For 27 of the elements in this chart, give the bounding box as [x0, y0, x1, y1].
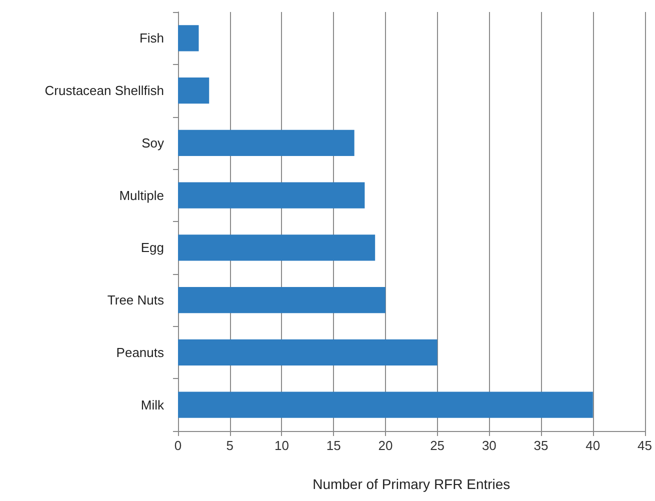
y-tick-label: Crustacean Shellfish — [44, 83, 164, 98]
y-tick-label: Fish — [139, 30, 164, 46]
x-tick-label: 15 — [326, 438, 341, 453]
y-tick-label: Multiple — [119, 188, 164, 203]
x-tick-label: 20 — [378, 438, 393, 453]
x-tick-label: 45 — [638, 438, 652, 453]
y-tick-label: Peanuts — [116, 344, 164, 360]
y-tick-label: Tree Nuts — [107, 292, 164, 308]
x-tick-label: 25 — [430, 438, 445, 453]
y-tick-label: Milk — [140, 397, 164, 412]
y-tick-label: Soy — [142, 135, 164, 150]
x-tick-label: 30 — [482, 438, 496, 453]
x-tick-label: 35 — [534, 438, 548, 453]
bar — [178, 130, 354, 156]
x-tick-label: 10 — [274, 438, 289, 453]
x-axis-title: Number of Primary RFR Entries — [312, 476, 510, 492]
bar — [178, 77, 210, 104]
bar — [178, 182, 365, 208]
x-tick-label: 40 — [586, 438, 600, 453]
bar — [178, 392, 593, 418]
x-tick-label: 5 — [226, 438, 234, 453]
bar — [178, 234, 376, 261]
bar — [178, 25, 199, 52]
x-tick-label: 0 — [174, 438, 182, 453]
y-tick-label: Egg — [140, 240, 164, 256]
bar — [178, 286, 386, 314]
bar — [178, 339, 438, 366]
